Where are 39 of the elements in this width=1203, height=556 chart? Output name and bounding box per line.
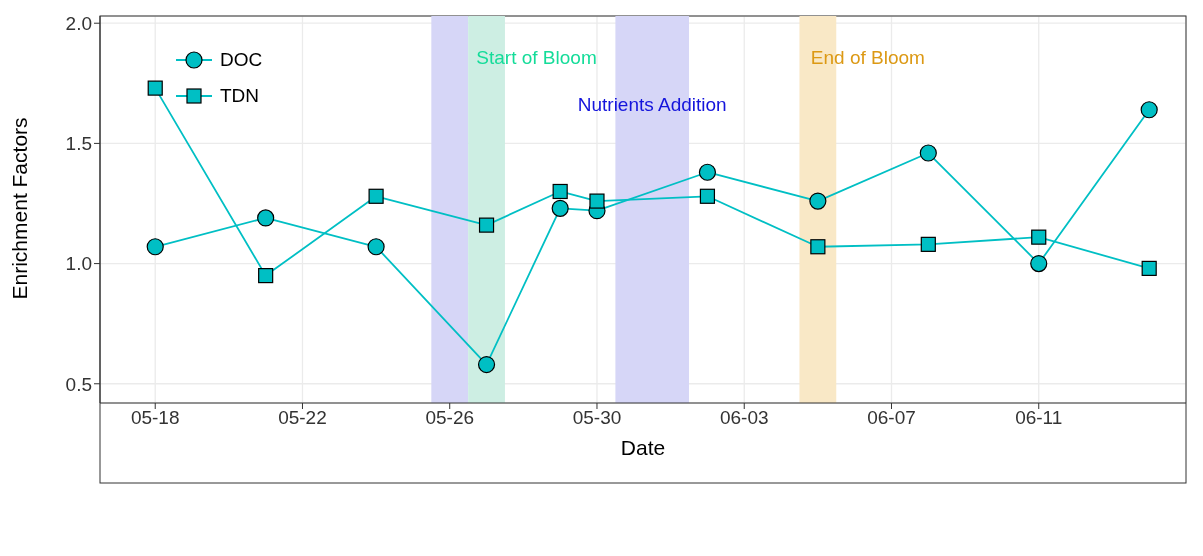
x-tick-label: 06-07 <box>867 407 916 429</box>
legend-label: DOC <box>220 49 263 71</box>
band-label: Start of Bloom <box>476 47 597 68</box>
point <box>1031 229 1047 245</box>
point <box>699 188 716 204</box>
y-tick-label: 0.5 <box>65 373 92 395</box>
y-tick-label: 1.5 <box>65 133 92 155</box>
point <box>1140 101 1158 119</box>
point <box>1141 260 1157 276</box>
point <box>146 238 164 256</box>
point <box>477 355 496 374</box>
band-label: Nutrients Addition <box>577 94 727 115</box>
point <box>1030 254 1048 273</box>
point <box>809 192 827 210</box>
y-tick-label: 1.0 <box>65 253 92 275</box>
x-tick-label: 05-26 <box>425 407 475 429</box>
point <box>810 239 826 255</box>
x-tick-label: 05-22 <box>278 407 327 429</box>
band-label: End of Bloom <box>810 47 925 68</box>
x-axis-title: Date <box>620 436 666 459</box>
point <box>478 217 495 233</box>
point <box>368 188 384 204</box>
point <box>147 80 163 96</box>
x-tick-label: 05-30 <box>572 407 622 429</box>
x-tick-label: 06-03 <box>719 407 769 429</box>
x-tick-label: 06-11 <box>1015 407 1063 429</box>
point <box>552 183 568 200</box>
legend-label: TDN <box>220 85 260 107</box>
point <box>551 199 569 217</box>
point <box>589 193 605 209</box>
point <box>920 236 936 252</box>
y-axis-title: Enrichment Factors <box>8 117 32 300</box>
y-tick-label: 2.0 <box>65 12 92 34</box>
x-tick-label: 05-18 <box>130 407 180 429</box>
point <box>367 238 385 256</box>
point <box>257 209 275 227</box>
point <box>698 163 717 181</box>
point <box>258 268 274 284</box>
point <box>919 144 937 162</box>
